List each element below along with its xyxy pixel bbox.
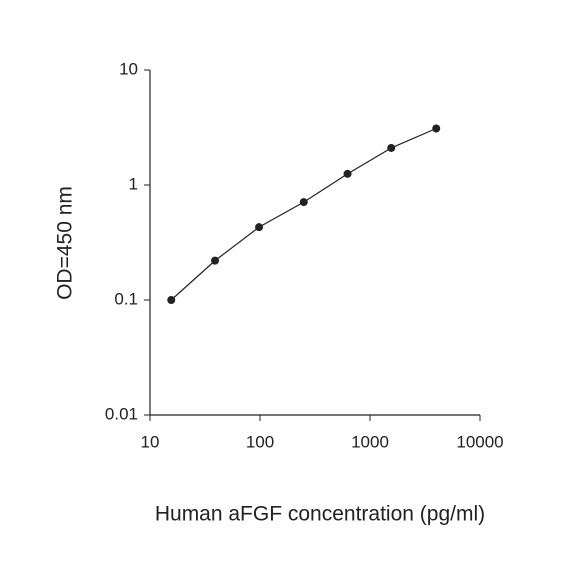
line (170, 127, 437, 301)
y-axis-label: OD=450 nm (54, 186, 77, 300)
x-axis-label: Human aFGF concentration (pg/ml) (155, 503, 485, 526)
point (299, 198, 308, 207)
x-tick-label: 100 (246, 432, 274, 451)
x-tick-label: 10000 (456, 432, 503, 451)
x-tick-label: 1000 (351, 432, 389, 451)
y-tick-label: 0.01 (105, 404, 138, 423)
point (255, 223, 264, 232)
y-tick-label: 0.1 (114, 289, 138, 308)
point (343, 169, 352, 178)
x-tick-label: 10 (141, 432, 160, 451)
point (432, 124, 441, 133)
point (387, 143, 396, 152)
y-tick-label: 1 (129, 174, 138, 193)
y-tick-label: 10 (119, 59, 138, 78)
point (211, 256, 220, 265)
point (167, 296, 176, 304)
